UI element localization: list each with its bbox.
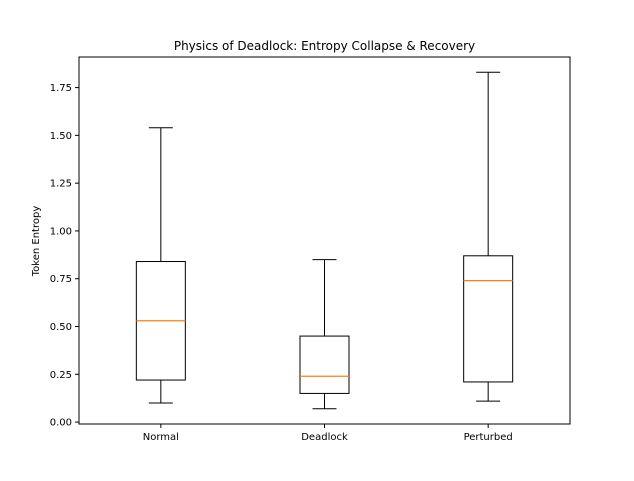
box-perturbed [463, 255, 514, 383]
y-axis-label: Token Entropy [31, 206, 42, 278]
y-tick-label: 0.00 [50, 418, 72, 429]
plot-frame [78, 56, 571, 425]
x-tick-label: Perturbed [464, 432, 513, 443]
y-tick-label: 0.25 [50, 370, 72, 381]
chart-title: Physics of Deadlock: Entropy Collapse & … [174, 39, 475, 53]
x-tick-label: Normal [143, 432, 179, 443]
plot-marks: 0.00 0.25 0.50 0.75 1.00 1.25 1.50 1.75 Normal De… [50, 71, 514, 443]
y-tick-label: 1.75 [50, 83, 72, 94]
y-tick-label: 0.50 [50, 322, 72, 333]
y-tick-label: 1.25 [50, 179, 72, 190]
y-tick-label: 0.75 [50, 274, 72, 285]
y-tick-label: 1.50 [50, 131, 72, 142]
y-tick-label: 1.00 [50, 226, 72, 237]
x-tick-label: Deadlock [301, 432, 348, 443]
box-deadlock [299, 335, 350, 394]
